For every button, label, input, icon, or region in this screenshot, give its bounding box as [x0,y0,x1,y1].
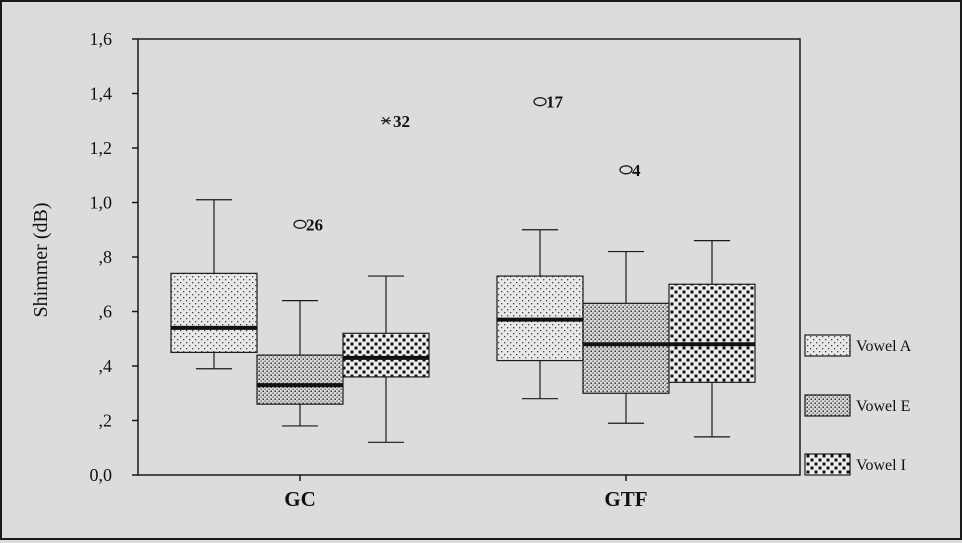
legend-swatch [804,394,851,417]
legend-swatch [804,453,851,476]
x-tick-label: GC [284,487,316,511]
y-tick-label: 0,0 [90,465,113,485]
y-tick-label: ,8 [99,247,113,267]
outlier-circle-marker [619,165,633,175]
x-axis: GC GTF [284,475,648,511]
box-body [170,272,258,353]
legend-swatch [804,334,851,357]
box-vowel-e-gc [256,300,344,427]
outlier-star-marker [382,116,390,125]
x-tick-label: GTF [604,487,647,511]
box-body [582,302,670,394]
outlier-group: 26 32 17 4 [293,93,641,234]
y-tick-label: ,6 [99,302,113,322]
box-vowel-a-gc [170,199,258,370]
box-body [668,283,756,383]
legend-item-vowel-e: Vowel E [804,394,910,417]
box-body [256,354,344,405]
outlier-circle-marker [293,219,307,229]
legend: Vowel A Vowel E Vowel I [804,334,912,476]
y-tick-label: ,2 [99,411,113,431]
legend-item-vowel-i: Vowel I [804,453,906,476]
y-tick-label: 1,2 [90,138,113,158]
box-group [170,199,756,443]
legend-item-vowel-a: Vowel A [804,334,912,357]
box-vowel-i-gtf [668,240,756,438]
legend-label: Vowel A [856,338,912,355]
box-vowel-a-gtf [496,229,584,400]
outlier-label: 17 [546,93,564,112]
y-tick-label: 1,6 [90,29,113,49]
y-tick-label: 1,0 [90,193,113,213]
y-tick-label: 1,4 [90,84,113,104]
outlier-26: 26 [293,215,323,234]
outlier-17: 17 [533,93,564,112]
legend-label: Vowel I [856,457,906,474]
plot-area [137,38,801,476]
outlier-4: 4 [619,161,641,180]
y-axis-title: Shimmer (dB) [30,203,52,318]
legend-label: Vowel E [856,398,910,415]
outlier-circle-marker [533,97,547,107]
outlier-label: 4 [632,161,641,180]
outlier-label: 32 [393,112,410,131]
box-vowel-e-gtf [582,250,670,424]
y-tick-label: ,4 [99,356,113,376]
box-body [342,332,430,378]
box-vowel-i-gc [342,275,430,443]
outlier-label: 26 [306,215,323,234]
outlier-32: 32 [381,112,410,131]
y-axis: 0,0 ,2 ,4 ,6 ,8 1,0 1,2 1,4 1,6 [90,29,138,485]
